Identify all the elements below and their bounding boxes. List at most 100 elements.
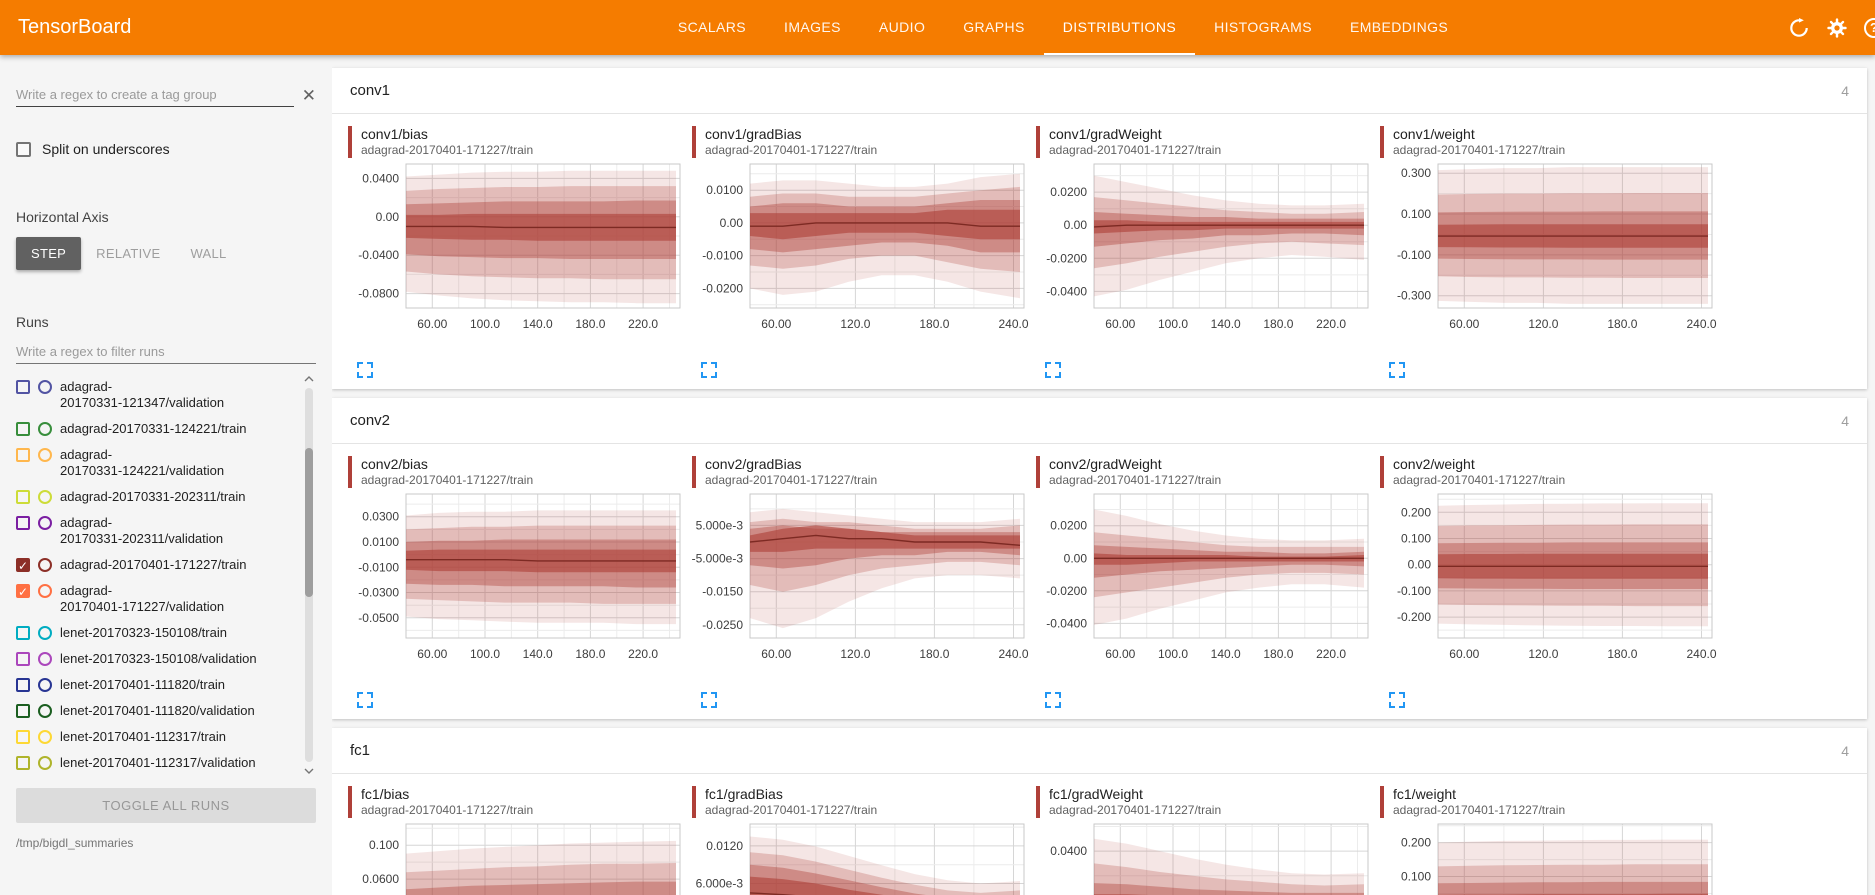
toggle-all-runs-button[interactable]: TOGGLE ALL RUNS	[16, 788, 316, 823]
axis-step-button[interactable]: STEP	[16, 237, 82, 270]
scrollbar-thumb[interactable]	[305, 447, 313, 598]
tab-graphs[interactable]: GRAPHS	[963, 18, 1025, 35]
distribution-chart[interactable]: 0.0400 0.00 -0.0400 -0.0800 60.00 100.0 140.0 1…	[346, 158, 686, 350]
run-checkbox-icon[interactable]	[16, 516, 30, 530]
run-checkbox-icon[interactable]	[16, 678, 30, 692]
run-color-radio-icon[interactable]	[38, 584, 52, 598]
run-filter-input[interactable]	[16, 340, 316, 364]
fullscreen-icon[interactable]	[1388, 361, 1406, 379]
run-row[interactable]: lenet-20170401-112317/train	[16, 724, 296, 750]
category-name: conv2	[350, 412, 391, 429]
scroll-down-icon[interactable]	[303, 766, 315, 776]
fullscreen-icon[interactable]	[356, 691, 374, 709]
run-row[interactable]: adagrad- 20170331-124221/validation	[16, 442, 296, 484]
scroll-up-icon[interactable]	[303, 374, 315, 384]
tab-distributions[interactable]: DISTRIBUTIONS	[1043, 0, 1196, 55]
clear-icon[interactable]: ✕	[301, 85, 316, 105]
chart-title: fc1/gradWeight	[1049, 786, 1143, 802]
distribution-chart[interactable]: 0.1000.06000.0200-0.020060.00100.0140.01…	[346, 818, 686, 895]
help-button[interactable]: ?	[1864, 17, 1875, 38]
run-checkbox-icon[interactable]	[16, 422, 30, 436]
distribution-chart[interactable]: 0.0200 0.00 -0.0200 -0.0400 60.00 100.0 140.0 1…	[1034, 158, 1374, 350]
run-row[interactable]: lenet-20170323-150108/train	[16, 620, 296, 646]
run-color-radio-icon[interactable]	[38, 626, 52, 640]
y-axis-tick-label: 0.00	[1064, 551, 1088, 565]
run-row[interactable]: lenet-20170401-111820/train	[16, 672, 296, 698]
run-checkbox-icon[interactable]	[16, 448, 30, 462]
run-checkbox-icon[interactable]	[16, 704, 30, 718]
run-label: lenet-20170323-150108/validation	[60, 651, 257, 666]
x-axis-tick-label: 220.0	[628, 647, 658, 661]
category-header-conv1[interactable]: conv1 4	[332, 68, 1867, 114]
category-header-conv2[interactable]: conv2 4	[332, 398, 1867, 444]
chart-title: conv2/bias	[361, 456, 428, 472]
distribution-chart[interactable]: 0.0300 0.0100 -0.0100 -0.0300 -0.0500 60.00 10…	[346, 488, 686, 680]
run-color-radio-icon[interactable]	[38, 704, 52, 718]
run-checkbox-icon[interactable]	[16, 490, 30, 504]
run-checkbox-icon[interactable]	[16, 756, 30, 770]
run-row[interactable]: ✓ adagrad-20170401-171227/train	[16, 552, 296, 578]
tab-audio[interactable]: AUDIO	[878, 18, 926, 35]
tab-images[interactable]: IMAGES	[784, 18, 841, 35]
sidebar: ✕ Split on underscores Horizontal Axis S…	[0, 55, 332, 895]
axis-wall-button[interactable]: WALL	[175, 237, 241, 270]
axis-relative-button[interactable]: RELATIVE	[81, 237, 175, 270]
run-row[interactable]: adagrad- 20170331-202311/validation	[16, 510, 296, 552]
run-row[interactable]: lenet-20170401-111820/validation	[16, 698, 296, 724]
run-color-radio-icon[interactable]	[38, 652, 52, 666]
distribution-chart[interactable]: 0.200 0.100 0.00 -0.100 -0.200 60.00 120.0 180.…	[1378, 488, 1718, 680]
run-color-radio-icon[interactable]	[38, 448, 52, 462]
run-color-radio-icon[interactable]	[38, 516, 52, 530]
y-axis-tick-label: -0.0300	[358, 586, 399, 600]
fullscreen-icon[interactable]	[1388, 691, 1406, 709]
distribution-chart[interactable]: 0.0100 0.00 -0.0100 -0.0200 60.00 120.0 180.0 2…	[690, 158, 1030, 350]
fullscreen-icon[interactable]	[700, 361, 718, 379]
run-row[interactable]: ✓ adagrad- 20170401-171227/validation	[16, 578, 296, 620]
run-checkbox-icon[interactable]	[16, 730, 30, 744]
run-color-radio-icon[interactable]	[38, 422, 52, 436]
run-row[interactable]: lenet-20170401-112317/validation	[16, 750, 296, 776]
category-header-fc1[interactable]: fc1 4	[332, 728, 1867, 774]
tab-histograms[interactable]: HISTOGRAMS	[1214, 18, 1312, 35]
run-checkbox-icon[interactable]: ✓	[16, 558, 30, 573]
run-checkbox-icon[interactable]: ✓	[16, 584, 30, 599]
distribution-chart[interactable]: 0.0200 0.00 -0.0200 -0.0400 60.00 100.0 140.0 1…	[1034, 488, 1374, 680]
tab-scalars[interactable]: SCALARS	[677, 18, 747, 35]
run-checkbox-icon[interactable]	[16, 626, 30, 640]
run-checkbox-icon[interactable]	[16, 652, 30, 666]
fullscreen-icon[interactable]	[1044, 361, 1062, 379]
run-color-radio-icon[interactable]	[38, 380, 52, 394]
category-name: fc1	[350, 742, 371, 759]
distribution-chart[interactable]: 0.300 0.100 -0.100 -0.300 60.00 120.0 180.0 240…	[1378, 158, 1718, 350]
run-row[interactable]: adagrad-20170331-124221/train	[16, 416, 296, 442]
x-axis-tick-label: 60.00	[1449, 647, 1479, 661]
tab-embeddings[interactable]: EMBEDDINGS	[1349, 18, 1449, 35]
category-count: 4	[1841, 742, 1849, 759]
main-content: conv1 4 conv1/bias adagrad-20170401-171227/…	[332, 55, 1875, 895]
run-color-radio-icon[interactable]	[38, 678, 52, 692]
settings-button[interactable]	[1826, 17, 1848, 39]
y-axis-tick-label: 0.100	[1401, 532, 1431, 546]
run-color-radio-icon[interactable]	[38, 756, 52, 770]
run-row[interactable]: lenet-20170323-150108/validation	[16, 646, 296, 672]
fullscreen-icon[interactable]	[1044, 691, 1062, 709]
chart-title: conv2/weight	[1393, 456, 1475, 472]
fullscreen-icon[interactable]	[356, 361, 374, 379]
runs-scrollbar[interactable]	[305, 388, 313, 762]
run-row[interactable]: adagrad- 20170331-121347/validation	[16, 374, 296, 416]
run-color-radio-icon[interactable]	[38, 730, 52, 744]
run-color-radio-icon[interactable]	[38, 558, 52, 572]
distribution-chart[interactable]: 0.04000.00-0.040060.00100.0140.0180.0220…	[1034, 818, 1374, 895]
distribution-chart[interactable]: 5.000e-3 -5.000e-3 -0.0150 -0.0250 60.00 120.…	[690, 488, 1030, 680]
run-checkbox-icon[interactable]	[16, 380, 30, 394]
fullscreen-icon[interactable]	[700, 691, 718, 709]
chart-title: conv1/weight	[1393, 126, 1475, 142]
refresh-button[interactable]	[1788, 17, 1810, 39]
run-color-radio-icon[interactable]	[38, 490, 52, 504]
tag-filter-input[interactable]	[16, 83, 294, 107]
run-row[interactable]: adagrad-20170331-202311/train	[16, 484, 296, 510]
split-underscores-checkbox[interactable]: Split on underscores	[16, 141, 316, 157]
y-axis-tick-label: -0.0400	[358, 248, 399, 262]
